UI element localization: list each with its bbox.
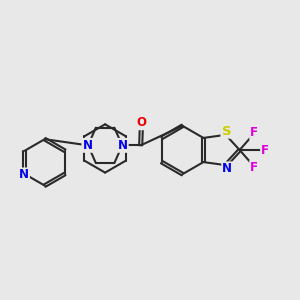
Text: F: F (250, 126, 258, 139)
Text: S: S (221, 124, 231, 138)
Text: F: F (250, 161, 258, 174)
Text: N: N (82, 139, 92, 152)
Text: N: N (118, 139, 128, 152)
Text: N: N (222, 162, 232, 176)
Text: O: O (136, 116, 147, 129)
Text: F: F (261, 143, 269, 157)
Text: N: N (19, 168, 29, 182)
